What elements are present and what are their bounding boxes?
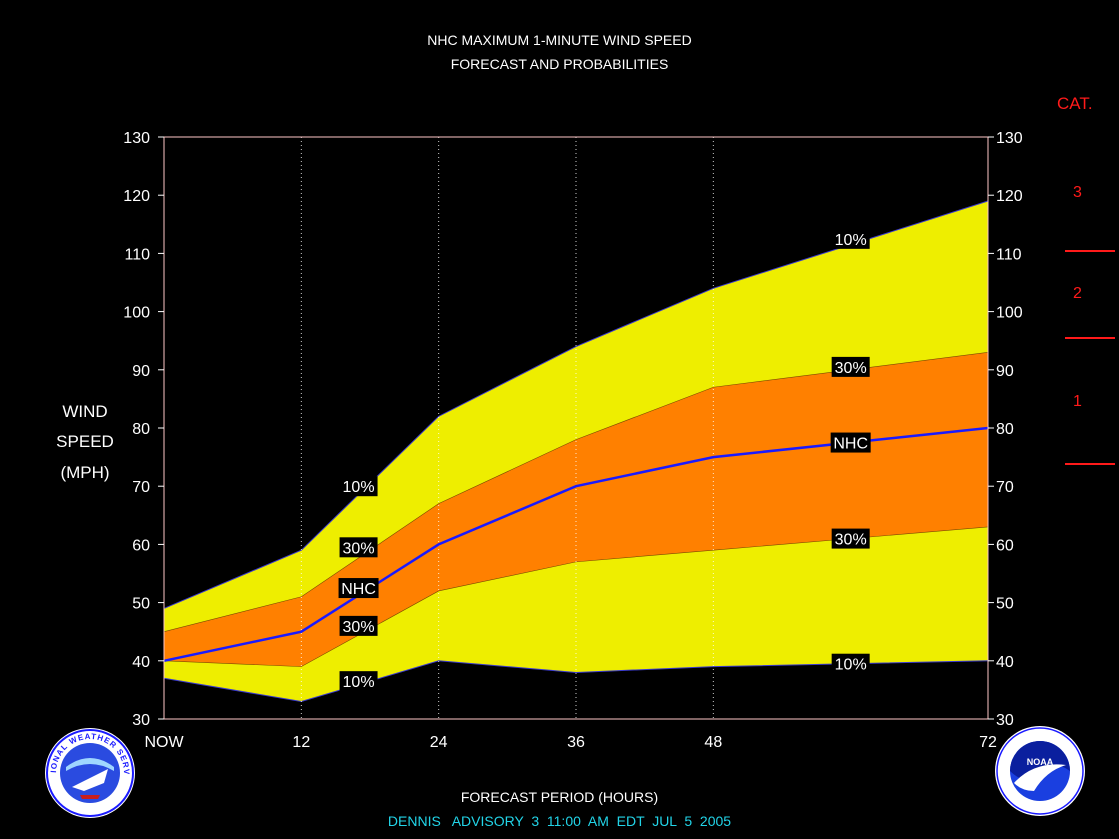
- series-label-text-8: 30%: [835, 532, 867, 549]
- y-tick-label-left-30: 30: [132, 712, 150, 729]
- x-tick-label-12: 12: [292, 734, 310, 751]
- category-2-label: 2: [1073, 285, 1082, 302]
- series-label-box-2: [338, 578, 379, 599]
- series-label-box-6: [831, 356, 870, 377]
- series-line-nhc: [163, 426, 989, 663]
- series-label-text-1: 30%: [343, 540, 375, 557]
- y-tick-label-right-50: 50: [996, 596, 1014, 613]
- series-line-lower-30pct: [163, 526, 989, 667]
- nws-logo-icon: NATIONAL WEATHER SERVICE: [44, 727, 135, 818]
- nhc-forecast-line: [163, 426, 989, 663]
- category-scale-title: CAT.: [1057, 94, 1093, 113]
- series-label-text-9: 10%: [835, 657, 867, 674]
- y-tick-label-right-80: 80: [996, 421, 1014, 438]
- series-label-box-4: [339, 671, 378, 692]
- y-tick-label-left-80: 80: [132, 421, 150, 438]
- y-tick-label-left-60: 60: [132, 537, 150, 554]
- y-axis-label-line-2: SPEED: [56, 432, 114, 451]
- y-tick-label-left-100: 100: [123, 305, 150, 322]
- y-tick-label-left-70: 70: [132, 479, 150, 496]
- series-label-4: 10%: [339, 671, 378, 692]
- category-3-boundary: [1065, 250, 1115, 252]
- noaa-logo-icon: NOAA: [995, 726, 1085, 816]
- x-tick-label-24: 24: [430, 734, 448, 751]
- advisory-footer: DENNIS ADVISORY 3 11:00 AM EDT JUL 5 200…: [387, 813, 732, 829]
- y-tick-label-left-120: 120: [123, 188, 150, 205]
- series-label-9: 10%: [831, 653, 870, 674]
- series-label-box-8: [831, 528, 870, 549]
- y-tick-label-right-40: 40: [996, 654, 1014, 671]
- x-axis-label: FORECAST PERIOD (HOURS): [460, 789, 659, 805]
- series-line-upper-10pct: [163, 200, 989, 609]
- series-label-box-9: [831, 653, 870, 674]
- category-3-label: 3: [1073, 184, 1082, 201]
- vertical-grid-lines: [300, 137, 714, 719]
- y-axis-label-line-3: (MPH): [60, 463, 110, 482]
- y-tick-label-left-50: 50: [132, 596, 150, 613]
- series-label-text-2: NHC: [341, 581, 376, 598]
- chart-title-line-1: NHC MAXIMUM 1-MINUTE WIND SPEED: [427, 32, 692, 48]
- series-label-box-0: [339, 476, 378, 497]
- y-tick-label-left-90: 90: [132, 363, 150, 380]
- y-tick-label-right-30: 30: [996, 712, 1014, 729]
- y-axis-label-line-1: WIND: [62, 402, 108, 421]
- y-tick-label-left-40: 40: [132, 654, 150, 671]
- y-axis-right: 30 40 50 60 70 80 90 100 110 120 130: [988, 130, 1023, 729]
- series-label-3: 30%: [339, 615, 378, 636]
- series-label-0: 10%: [339, 476, 378, 497]
- chart-title-line-2: FORECAST AND PROBABILITIES: [450, 56, 669, 72]
- y-tick-label-left-130: 130: [123, 130, 150, 147]
- x-tick-label-now: NOW: [144, 734, 184, 751]
- series-label-1: 30%: [339, 537, 378, 558]
- y-tick-label-right-130: 130: [996, 130, 1023, 147]
- series-label-box-3: [339, 615, 378, 636]
- series-label-2: NHC: [338, 578, 379, 599]
- x-tick-label-48: 48: [704, 734, 722, 751]
- y-tick-label-left-110: 110: [124, 246, 150, 263]
- series-label-text-0: 10%: [343, 479, 375, 496]
- y-tick-label-right-90: 90: [996, 363, 1014, 380]
- series-label-box-7: [830, 432, 871, 453]
- series-label-5: 10%: [831, 228, 870, 249]
- noaa-logo-text: NOAA: [1027, 757, 1054, 767]
- y-tick-label-right-60: 60: [996, 537, 1014, 554]
- category-2-boundary: [1065, 337, 1115, 339]
- category-1-label: 1: [1073, 393, 1082, 410]
- category-1-boundary: [1065, 463, 1115, 465]
- series-label-box-1: [339, 537, 378, 558]
- y-tick-label-right-70: 70: [996, 479, 1014, 496]
- y-axis-left: 30 40 50 60 70 80 90 100 110 120 130: [123, 130, 164, 729]
- series-label-8: 30%: [831, 528, 870, 549]
- series-line-lower-10pct: [163, 660, 989, 703]
- x-tick-label-36: 36: [567, 734, 585, 751]
- series-label-text-7: NHC: [833, 436, 868, 453]
- series-labels: 10% 30% NHC 30% 10% 10% 30% NHC 30% 10%: [338, 228, 871, 692]
- y-tick-label-right-100: 100: [996, 305, 1023, 322]
- series-label-text-3: 30%: [343, 619, 375, 636]
- series-label-box-5: [831, 228, 870, 249]
- x-tick-label-72: 72: [979, 734, 997, 751]
- series-line-upper-30pct: [163, 352, 989, 632]
- series-label-text-5: 10%: [835, 232, 867, 249]
- series-label-text-6: 30%: [835, 360, 867, 377]
- series-label-text-4: 10%: [343, 674, 375, 691]
- x-axis: NOW 12 24 36 48 72: [144, 734, 997, 751]
- y-tick-label-right-120: 120: [996, 188, 1023, 205]
- series-label-7: NHC: [830, 432, 871, 453]
- y-tick-label-right-110: 110: [996, 246, 1022, 263]
- series-label-6: 30%: [831, 356, 870, 377]
